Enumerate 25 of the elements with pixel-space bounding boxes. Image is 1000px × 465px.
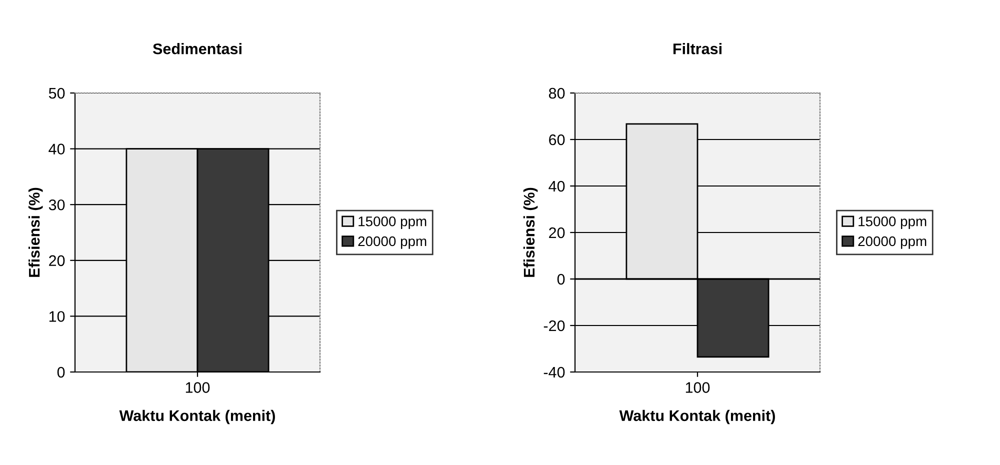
y-axis-title: Efisiensi (%): [523, 188, 538, 277]
y-tick-label: 40: [548, 180, 565, 192]
x-tick-label: 100: [186, 382, 210, 393]
y-tick-label: 0: [57, 366, 65, 378]
y-tick-label: 30: [48, 199, 65, 210]
y-tick-label: 40: [48, 144, 65, 154]
y-axis-title: Efisiensi (%): [28, 188, 43, 277]
legend-label: 20000 ppm: [358, 236, 426, 249]
x-tick-label: 100: [686, 382, 710, 393]
y-tick-label: -20: [544, 320, 565, 332]
y-tick-label: 50: [48, 88, 65, 99]
legend-label: 15000 ppm: [858, 216, 926, 230]
chart-title: Filtrasi: [673, 43, 722, 54]
y-tick-label: 0: [557, 274, 565, 285]
x-axis-title: Waktu Kontak (menit): [119, 410, 275, 424]
x-axis-title: Waktu Kontak (menit): [619, 410, 775, 424]
legend-label: 20000 ppm: [858, 236, 926, 249]
legend-label: 15000 ppm: [358, 216, 426, 230]
y-tick-label: 20: [549, 227, 565, 238]
chart-title: Sedimentasi: [152, 43, 242, 54]
y-tick-label: 20: [49, 255, 65, 266]
y-tick-label: -40: [544, 366, 565, 378]
y-tick-label: 80: [548, 88, 565, 99]
y-tick-label: 10: [49, 311, 65, 322]
y-tick-label: 60: [549, 134, 565, 146]
